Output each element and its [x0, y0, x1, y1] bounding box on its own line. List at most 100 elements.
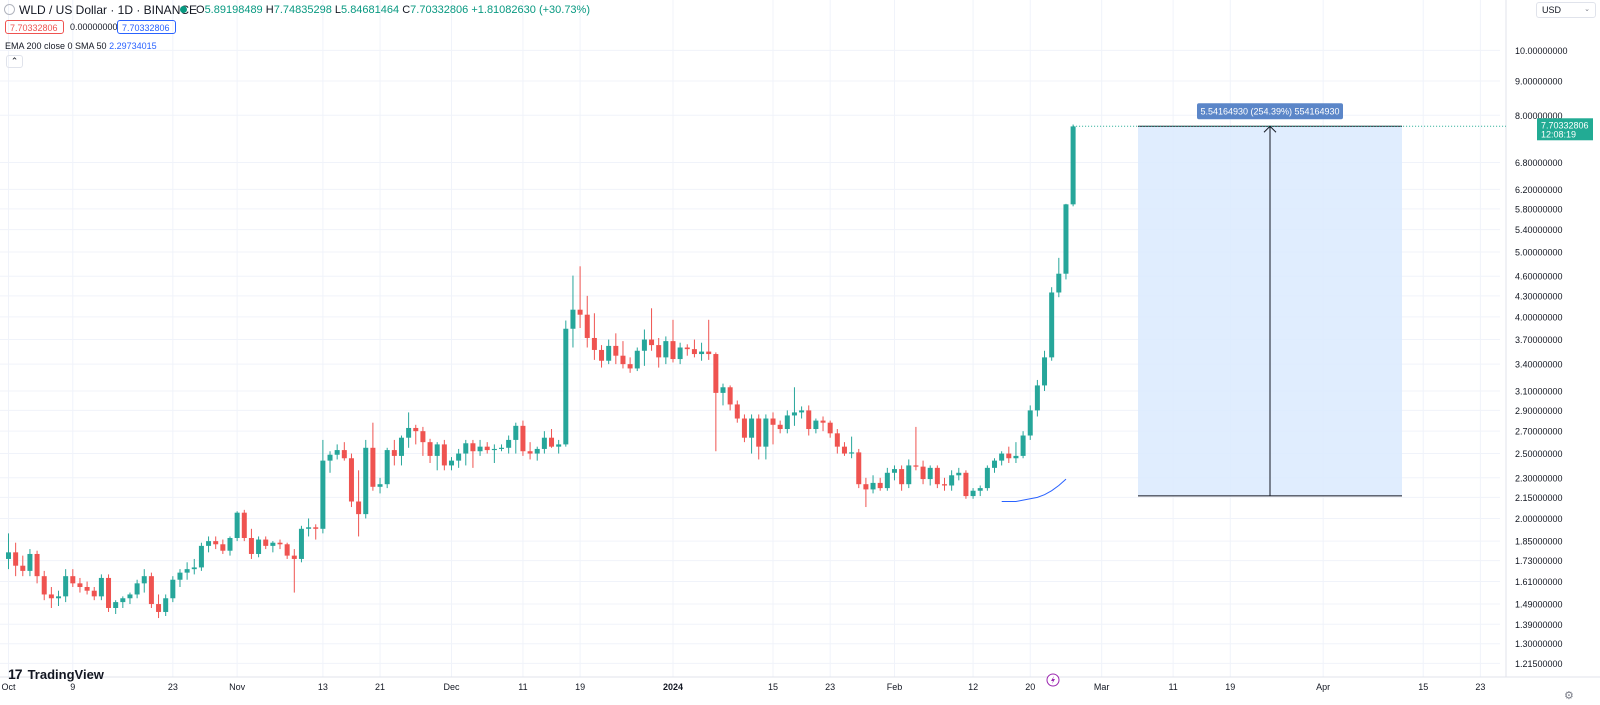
candle-body — [463, 443, 469, 454]
candle-body — [213, 541, 219, 545]
y-tick-label: 4.60000000 — [1515, 272, 1563, 282]
candle-body — [363, 447, 369, 515]
candle-body — [591, 337, 597, 350]
time-axis: Oct 9 23 Nov 13 21 Dec 11 19 2024 15 23 Feb 12 20 Mar 11… — [0, 676, 1600, 692]
candle-body — [420, 431, 426, 443]
candle-body — [163, 598, 169, 612]
candle-body — [284, 544, 290, 556]
bolt-icon — [1046, 673, 1060, 687]
candle-body — [220, 544, 226, 551]
candles-layer — [6, 124, 1076, 619]
candle-body — [1020, 435, 1026, 456]
candle-body — [98, 577, 104, 597]
candle-body — [541, 437, 547, 449]
candle-body — [291, 555, 297, 559]
x-tick-label: Nov — [229, 682, 246, 692]
candle-body — [248, 537, 254, 554]
candle-body — [1034, 385, 1040, 411]
collapse-legend-button[interactable]: ⌃ — [6, 55, 23, 68]
tradingview-logo[interactable]: 17 TradingView — [8, 666, 104, 682]
candle-body — [841, 446, 847, 454]
candle-body — [499, 447, 505, 449]
candle-body — [441, 444, 447, 466]
candle-body — [799, 410, 805, 413]
y-tick-label: 6.20000000 — [1515, 185, 1563, 195]
close-label: C — [402, 4, 411, 16]
candle-body — [849, 452, 855, 454]
candle-body — [663, 341, 669, 358]
candle-body — [227, 537, 233, 551]
candle-body — [84, 586, 90, 591]
candle-body — [984, 467, 990, 489]
low-label: L — [334, 4, 342, 16]
candle-body — [41, 576, 47, 595]
settings-gear-icon[interactable]: ⚙ — [1564, 690, 1574, 702]
candle-body — [1027, 410, 1033, 436]
candle-body — [599, 349, 605, 361]
high-label: H — [265, 4, 274, 16]
y-tick-label: 4.00000000 — [1515, 312, 1563, 322]
candle-body — [906, 465, 912, 485]
y-tick-label: 1.30000000 — [1515, 639, 1563, 649]
candle-body — [549, 437, 555, 447]
candle-body — [634, 350, 640, 369]
x-tick-label: 11 — [518, 682, 527, 692]
y-tick-label: 8.00000000 — [1515, 111, 1563, 121]
open-label: O — [196, 4, 205, 16]
candle-body — [606, 345, 612, 361]
candle-body — [241, 512, 247, 538]
y-tick-label: 5.40000000 — [1515, 225, 1563, 235]
y-tick-label: 1.39000000 — [1515, 620, 1563, 630]
currency-select[interactable]: USD ⌄ — [1536, 2, 1596, 18]
candle-body — [977, 488, 983, 491]
x-tick-label: Dec — [443, 682, 460, 692]
market-status-icon — [180, 6, 187, 13]
candle-body — [256, 539, 262, 554]
symbol-title[interactable]: WLD / US Dollar · 1D · BINANCE — [19, 3, 198, 17]
candle-body — [620, 355, 626, 365]
y-tick-label: 2.15000000 — [1515, 493, 1563, 503]
countdown-value: 12:08:19 — [1541, 129, 1576, 139]
candle-body — [1070, 126, 1076, 205]
measure-label-box — [1197, 103, 1343, 120]
y-tick-label: 2.30000000 — [1515, 473, 1563, 483]
bolt-icon-glyph — [1051, 676, 1055, 684]
candle-body — [927, 467, 933, 480]
candle-body — [327, 454, 333, 461]
candle-body — [756, 418, 762, 447]
x-tick-label: 12 — [968, 682, 978, 692]
candle-body — [570, 309, 576, 329]
candle-body — [777, 424, 783, 430]
candle-body — [556, 444, 562, 447]
candle-body — [834, 433, 840, 447]
y-tick-label: 2.90000000 — [1515, 406, 1563, 416]
candle-body — [234, 512, 240, 538]
indicator-legend[interactable]: EMA 200 close 0 SMA 50 2.29734015 — [5, 39, 157, 53]
candle-body — [963, 472, 969, 497]
candle-body — [470, 443, 476, 452]
candle-body — [1042, 357, 1048, 386]
candle-body — [763, 418, 769, 447]
candle-body — [491, 448, 497, 451]
buy-price-box[interactable]: 7.70332806 — [117, 20, 176, 34]
currency-value: USD — [1542, 5, 1562, 15]
candle-body — [13, 552, 19, 566]
candle-body — [77, 583, 83, 587]
candle-body — [684, 347, 690, 350]
candle-body — [534, 448, 540, 454]
candle-body — [734, 404, 740, 419]
x-tick-label: 13 — [318, 682, 328, 692]
candle-body — [27, 553, 33, 571]
candle-body — [106, 577, 112, 608]
candle-body — [120, 598, 126, 603]
measure-label: 5.54164930 (254.39%) 554164930 — [1200, 106, 1339, 116]
y-tick-label: 1.85000000 — [1515, 537, 1563, 547]
tradingview-logo-icon: 17 — [8, 666, 23, 682]
candle-body — [91, 590, 97, 597]
candle-body — [398, 437, 404, 456]
candle-body — [1063, 204, 1069, 274]
y-tick-label: 10.00000000 — [1515, 46, 1568, 56]
tradingview-logo-text: TradingView — [27, 666, 104, 682]
sell-price-box[interactable]: 7.70332806 — [5, 20, 64, 34]
